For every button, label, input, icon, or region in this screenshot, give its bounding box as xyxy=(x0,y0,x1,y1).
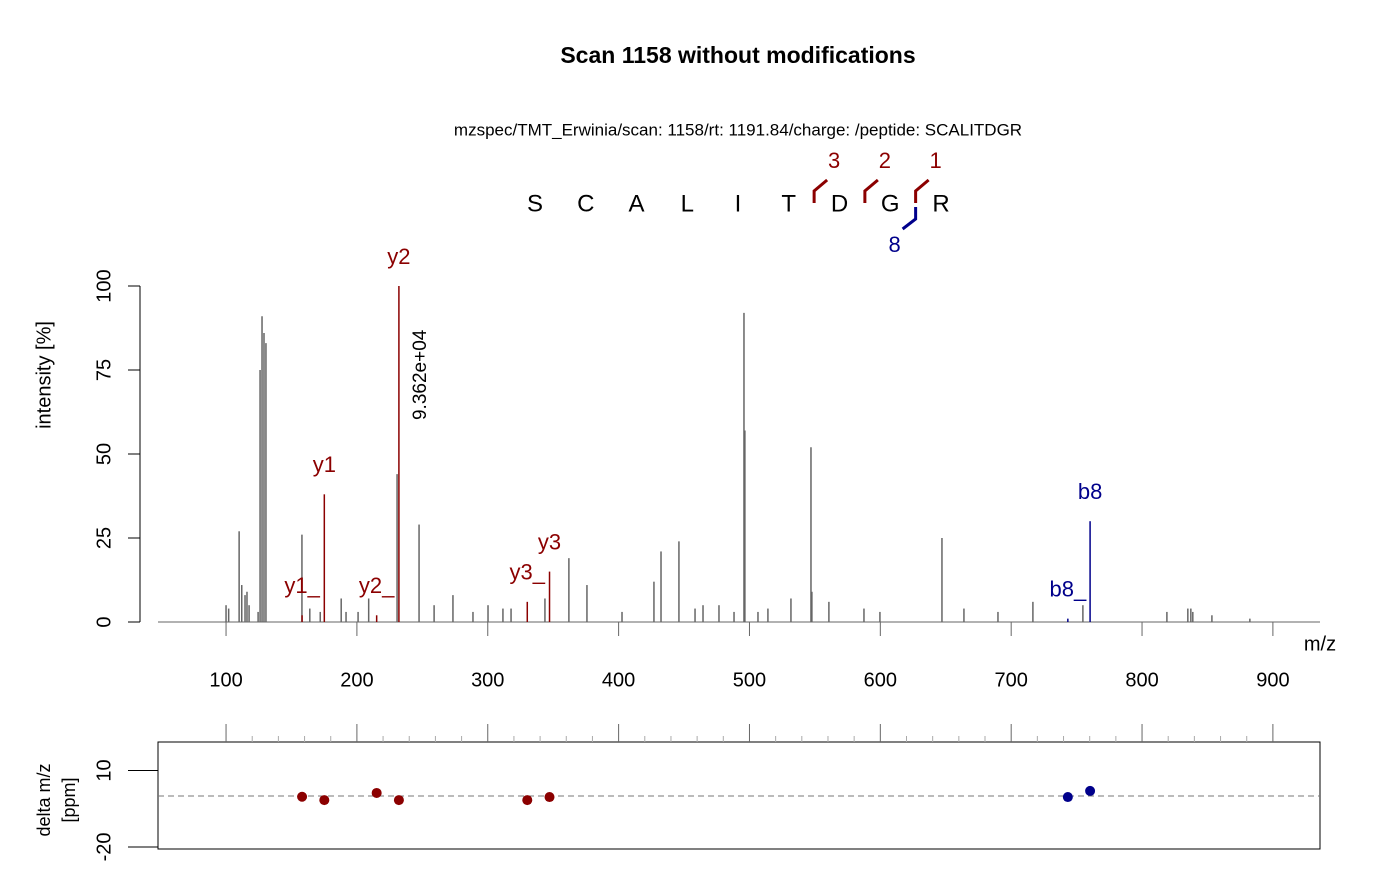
delta-point xyxy=(393,795,404,806)
ion-label: y1 xyxy=(313,452,336,477)
ion-label: y3 xyxy=(538,529,561,554)
y-fragment-label: 3 xyxy=(828,148,840,173)
ion-label: y2 xyxy=(387,244,410,269)
delta-point xyxy=(544,792,555,803)
y-tick-label: -20 xyxy=(93,833,115,862)
x-tick-label: 800 xyxy=(1125,669,1158,691)
y-fragment-mark xyxy=(863,178,879,203)
y-tick-label: 75 xyxy=(93,359,115,381)
residue: L xyxy=(681,190,694,217)
x-tick-label: 400 xyxy=(602,669,635,691)
x-tick-label: 700 xyxy=(994,669,1027,691)
ion-label: y1_ xyxy=(284,573,320,598)
ion-label: b8_ xyxy=(1049,576,1086,601)
ion-label: y3_ xyxy=(510,560,546,585)
ion-label: y2_ xyxy=(359,573,395,598)
b-fragment-mark xyxy=(901,207,918,231)
x-tick-label: 600 xyxy=(864,669,897,691)
delta-axis-label: delta m/z xyxy=(34,763,54,836)
y-tick-label: 10 xyxy=(93,759,115,781)
y-fragment-mark xyxy=(914,178,930,203)
residue: R xyxy=(932,190,949,217)
y-tick-label: 50 xyxy=(93,443,115,465)
residue: C xyxy=(577,190,594,217)
chart-subtitle: mzspec/TMT_Erwinia/scan: 1158/rt: 1191.8… xyxy=(454,120,1022,139)
y-tick-label: 100 xyxy=(93,269,115,302)
residue: A xyxy=(628,190,644,217)
x-tick-label: 500 xyxy=(733,669,766,691)
y-fragment-mark xyxy=(812,178,829,203)
delta-point xyxy=(319,795,330,806)
delta-point xyxy=(297,791,308,802)
y-fragment-label: 1 xyxy=(930,148,942,173)
delta-point xyxy=(1062,792,1073,803)
residue: G xyxy=(881,190,900,217)
delta-axis-label: [ppm] xyxy=(59,777,79,822)
x-tick-label: 200 xyxy=(340,669,373,691)
residue: I xyxy=(735,190,742,217)
residue: T xyxy=(781,190,796,217)
ion-label: b8 xyxy=(1078,479,1102,504)
y-tick-label: 25 xyxy=(93,527,115,549)
x-tick-label: 100 xyxy=(209,669,242,691)
y-tick-label: 0 xyxy=(93,616,115,627)
x-tick-label: 300 xyxy=(471,669,504,691)
delta-point xyxy=(371,787,382,798)
delta-point xyxy=(1085,785,1096,796)
delta-panel xyxy=(157,741,1321,850)
delta-point xyxy=(522,795,533,806)
chart-title: Scan 1158 without modifications xyxy=(560,42,915,68)
x-axis-label: m/z xyxy=(1304,633,1336,655)
max-peak-label: 9.362e+04 xyxy=(410,329,431,420)
residue: D xyxy=(831,190,848,217)
b-fragment-label: 8 xyxy=(889,232,901,257)
residue: S xyxy=(527,190,543,217)
x-tick-label: 900 xyxy=(1256,669,1289,691)
y-axis-label: intensity [%] xyxy=(33,321,55,429)
y-fragment-label: 2 xyxy=(879,148,891,173)
